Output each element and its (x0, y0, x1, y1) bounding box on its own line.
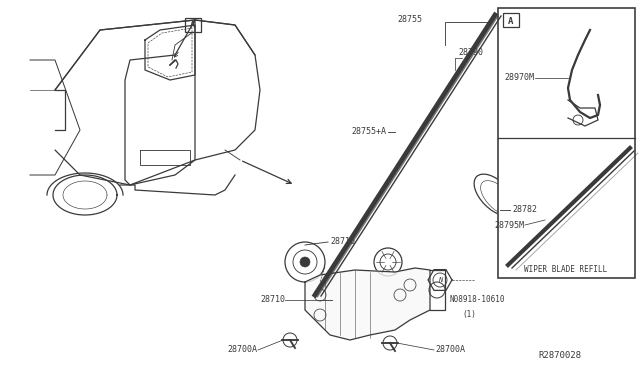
Text: 28700A: 28700A (435, 346, 465, 355)
Text: 28710: 28710 (260, 295, 285, 305)
Text: 28795M: 28795M (494, 221, 524, 230)
Text: WIPER BLADE REFILL: WIPER BLADE REFILL (524, 266, 607, 275)
Text: 28755+A: 28755+A (351, 126, 386, 135)
Text: N: N (438, 277, 442, 283)
Text: A: A (508, 16, 514, 26)
Text: 28716: 28716 (330, 237, 355, 246)
Text: 28782: 28782 (512, 205, 537, 215)
Bar (185, 18, 201, 32)
Text: 28970M: 28970M (504, 74, 534, 83)
Bar (498, 8, 635, 278)
Text: 28755: 28755 (397, 16, 422, 25)
Text: 28790: 28790 (458, 48, 483, 57)
Circle shape (300, 257, 310, 267)
Text: R2870028: R2870028 (538, 350, 582, 359)
Polygon shape (305, 268, 430, 340)
Text: N08918-10610: N08918-10610 (450, 295, 506, 305)
Text: A: A (190, 22, 196, 31)
Bar (503, 13, 519, 27)
Text: (1): (1) (462, 311, 476, 320)
Text: 28700A: 28700A (227, 346, 257, 355)
